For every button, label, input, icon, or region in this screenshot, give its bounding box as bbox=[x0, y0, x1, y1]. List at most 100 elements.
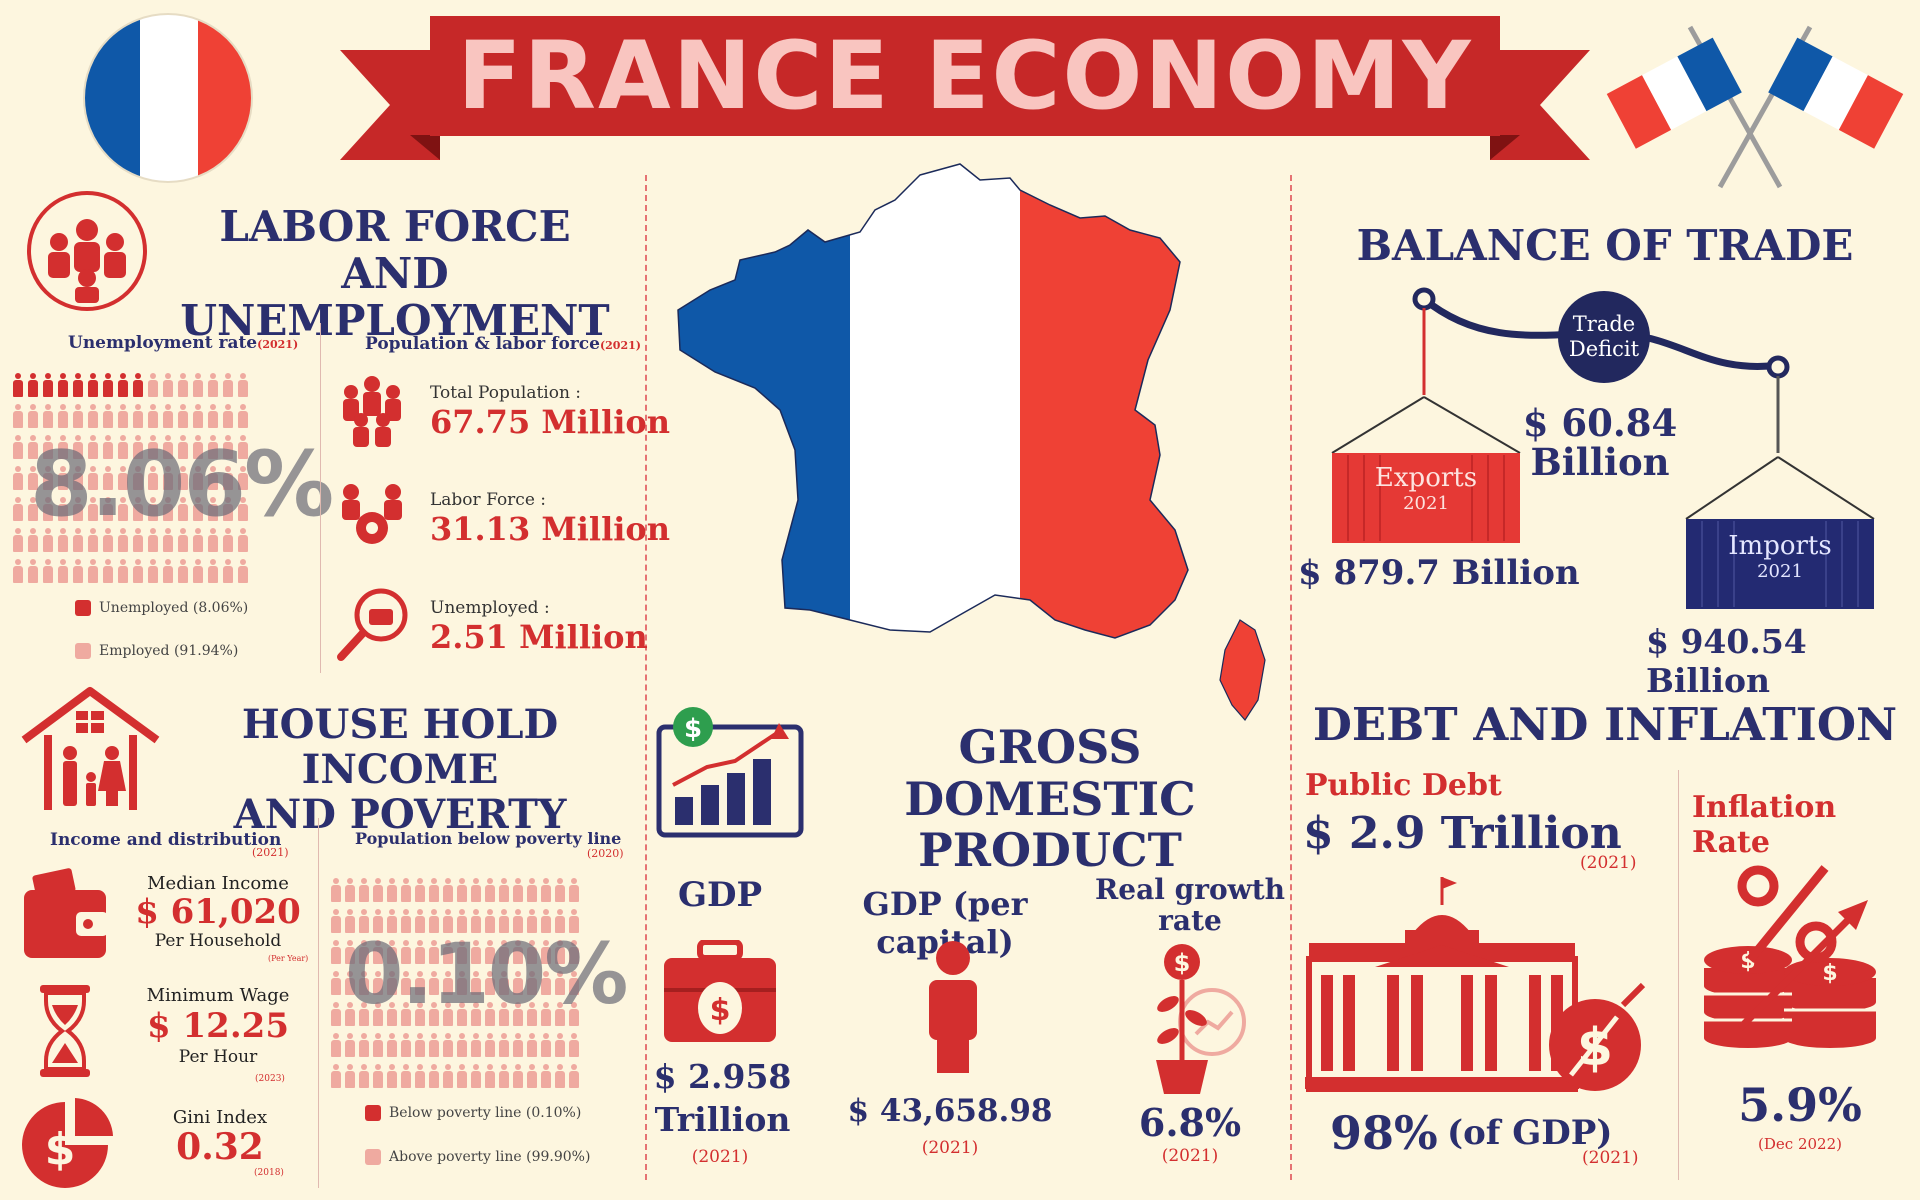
person-figure bbox=[72, 373, 84, 397]
person-figure bbox=[192, 435, 204, 459]
total-population-block: Total Population : 67.75 Million bbox=[430, 383, 670, 441]
legend-unemployed-label: Unemployed (8.06%) bbox=[99, 600, 249, 616]
inflation-date: (Dec 2022) bbox=[1758, 1135, 1842, 1153]
person-figure bbox=[484, 1002, 496, 1026]
person-figure bbox=[568, 1033, 580, 1057]
person-figure bbox=[162, 528, 174, 552]
person-figure bbox=[147, 559, 159, 583]
growth-chart-icon: $ bbox=[656, 707, 804, 838]
person-figure bbox=[162, 497, 174, 521]
person-figure bbox=[207, 559, 219, 583]
svg-text:$: $ bbox=[684, 714, 702, 744]
person-figure bbox=[470, 971, 482, 995]
person-figure bbox=[428, 940, 440, 964]
legend-swatch-below bbox=[365, 1105, 381, 1121]
person-figure bbox=[358, 1033, 370, 1057]
person-figure bbox=[57, 559, 69, 583]
person-figure bbox=[554, 1033, 566, 1057]
total-population-label: Total Population : bbox=[430, 383, 582, 403]
person-figure bbox=[526, 878, 538, 902]
person-figure bbox=[484, 940, 496, 964]
person-figure bbox=[554, 1002, 566, 1026]
person-figure bbox=[344, 878, 356, 902]
person-figure bbox=[358, 878, 370, 902]
per-capita-label: GDP (per capital) bbox=[862, 885, 1028, 961]
person-figure bbox=[87, 404, 99, 428]
person-figure bbox=[162, 373, 174, 397]
person-figure bbox=[540, 878, 552, 902]
divider-right bbox=[1290, 175, 1292, 1180]
person-figure bbox=[456, 878, 468, 902]
person-figure bbox=[386, 1033, 398, 1057]
person-figure bbox=[330, 1033, 342, 1057]
person-figure bbox=[117, 466, 129, 490]
debt-gdp-year: (2021) bbox=[1582, 1148, 1639, 1168]
wallet-icon bbox=[24, 868, 108, 958]
person-figure bbox=[512, 878, 524, 902]
person-figure bbox=[102, 435, 114, 459]
person-figure bbox=[330, 878, 342, 902]
public-debt-label: Public Debt bbox=[1305, 768, 1502, 803]
person-figure bbox=[414, 878, 426, 902]
france-flag-map bbox=[677, 163, 1266, 721]
person-figure bbox=[358, 971, 370, 995]
person-figure bbox=[484, 909, 496, 933]
imports-container-label: Imports 2021 bbox=[1686, 531, 1874, 582]
person-figure bbox=[237, 373, 249, 397]
trade-deficit-value-line1: $ 60.84 bbox=[1522, 401, 1678, 445]
trade-deficit-badge: Trade Deficit bbox=[1558, 312, 1650, 362]
person-figure bbox=[57, 373, 69, 397]
person-figure bbox=[554, 878, 566, 902]
person-figure bbox=[442, 909, 454, 933]
person-figure bbox=[177, 404, 189, 428]
poverty-value: 0.10% bbox=[345, 925, 628, 1023]
person-figure bbox=[132, 497, 144, 521]
person-figure bbox=[428, 1064, 440, 1088]
person-figure bbox=[132, 559, 144, 583]
svg-text:$: $ bbox=[1174, 949, 1191, 977]
person-figure bbox=[162, 404, 174, 428]
person-figure bbox=[386, 909, 398, 933]
person-figure bbox=[414, 940, 426, 964]
household-inner-divider bbox=[318, 818, 319, 1188]
poverty-label: Population below poverty line bbox=[355, 829, 622, 848]
person-figure bbox=[540, 909, 552, 933]
person-figure bbox=[414, 1033, 426, 1057]
person-figure bbox=[358, 909, 370, 933]
person-figure bbox=[12, 435, 24, 459]
population-label: Population & labor force(2021) bbox=[365, 334, 641, 354]
person-figure bbox=[512, 1033, 524, 1057]
gdp-title-line1: GROSS DOMESTIC bbox=[904, 720, 1196, 826]
person-figure bbox=[442, 1033, 454, 1057]
legend-employed: Employed (91.94%) bbox=[75, 643, 238, 659]
inflation-label: Inflation Rate bbox=[1692, 790, 1837, 860]
person-figure bbox=[147, 373, 159, 397]
person-figure bbox=[42, 373, 54, 397]
person-figure bbox=[237, 559, 249, 583]
person-figure bbox=[512, 971, 524, 995]
growth-value: 6.8% bbox=[1138, 1100, 1242, 1145]
legend-unemployed: Unemployed (8.06%) bbox=[75, 600, 248, 616]
unemployment-rate-year: (2021) bbox=[257, 338, 299, 351]
person-figure bbox=[27, 404, 39, 428]
exports-label: Exports bbox=[1374, 463, 1478, 493]
person-figure bbox=[358, 1002, 370, 1026]
trade-deficit-value: $ 60.84 Billion bbox=[1500, 404, 1700, 482]
person-figure bbox=[207, 497, 219, 521]
person-figure bbox=[207, 373, 219, 397]
legend-above-poverty: Above poverty line (99.90%) bbox=[365, 1149, 590, 1165]
debt-gdp-unit: (of GDP) bbox=[1447, 1113, 1613, 1153]
person-figure bbox=[456, 909, 468, 933]
exports-container-label: Exports 2021 bbox=[1332, 463, 1520, 514]
person-figure bbox=[330, 1002, 342, 1026]
person-figure bbox=[414, 1064, 426, 1088]
person-figure bbox=[132, 466, 144, 490]
unemployed-value: 2.51 Million bbox=[430, 618, 648, 656]
person-figure bbox=[207, 528, 219, 552]
person-figure bbox=[72, 559, 84, 583]
legend-below-poverty: Below poverty line (0.10%) bbox=[365, 1105, 581, 1121]
person-icon bbox=[929, 941, 977, 1073]
svg-text:$: $ bbox=[1822, 961, 1837, 986]
person-figure bbox=[400, 940, 412, 964]
person-figure bbox=[344, 909, 356, 933]
